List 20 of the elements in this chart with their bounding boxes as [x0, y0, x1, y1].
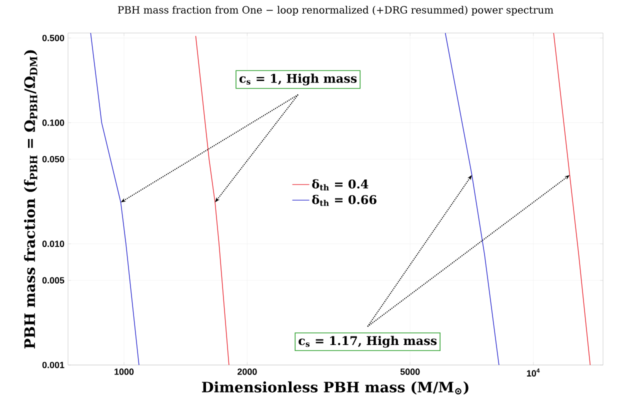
y-tick-label: 0.010 — [42, 240, 64, 248]
y-axis-title: PBH mass fraction (f$_{PBH}$ = Ω$_{PBH}$/Ω$_{DM}$) — [24, 50, 38, 348]
line-series — [195, 36, 230, 366]
y-tick-label: 0.100 — [42, 120, 64, 126]
y-tick-label: 0.500 — [42, 34, 64, 42]
x-tick-label: 5000 — [400, 368, 420, 375]
line-series — [553, 33, 591, 366]
y-tick-label: 0.001 — [42, 362, 64, 368]
y-tick-label: 0.005 — [42, 277, 64, 284]
annotation: c$_{s}$ = 1, High mass — [239, 74, 357, 86]
chart-title: PBH mass fraction from One − loop renormalized (+DRG resummed) power spectrum — [118, 6, 554, 16]
annotation: c$_{s}$ = 1.17, High mass — [298, 336, 437, 348]
x-tick-label: 10$^{4}$ — [527, 368, 540, 377]
legend-label: δ$_{th}$ = 0.4 — [312, 179, 368, 190]
line-series — [90, 33, 140, 366]
x-tick-label: 2000 — [238, 368, 257, 375]
x-tick-label: 1000 — [114, 368, 134, 375]
x-axis-title: Dimensionless PBH mass (M/M$_{⊙}$) — [202, 381, 468, 395]
legend-label: δ$_{th}$ = 0.66 — [312, 194, 376, 206]
y-tick-label: 0.050 — [42, 156, 64, 162]
